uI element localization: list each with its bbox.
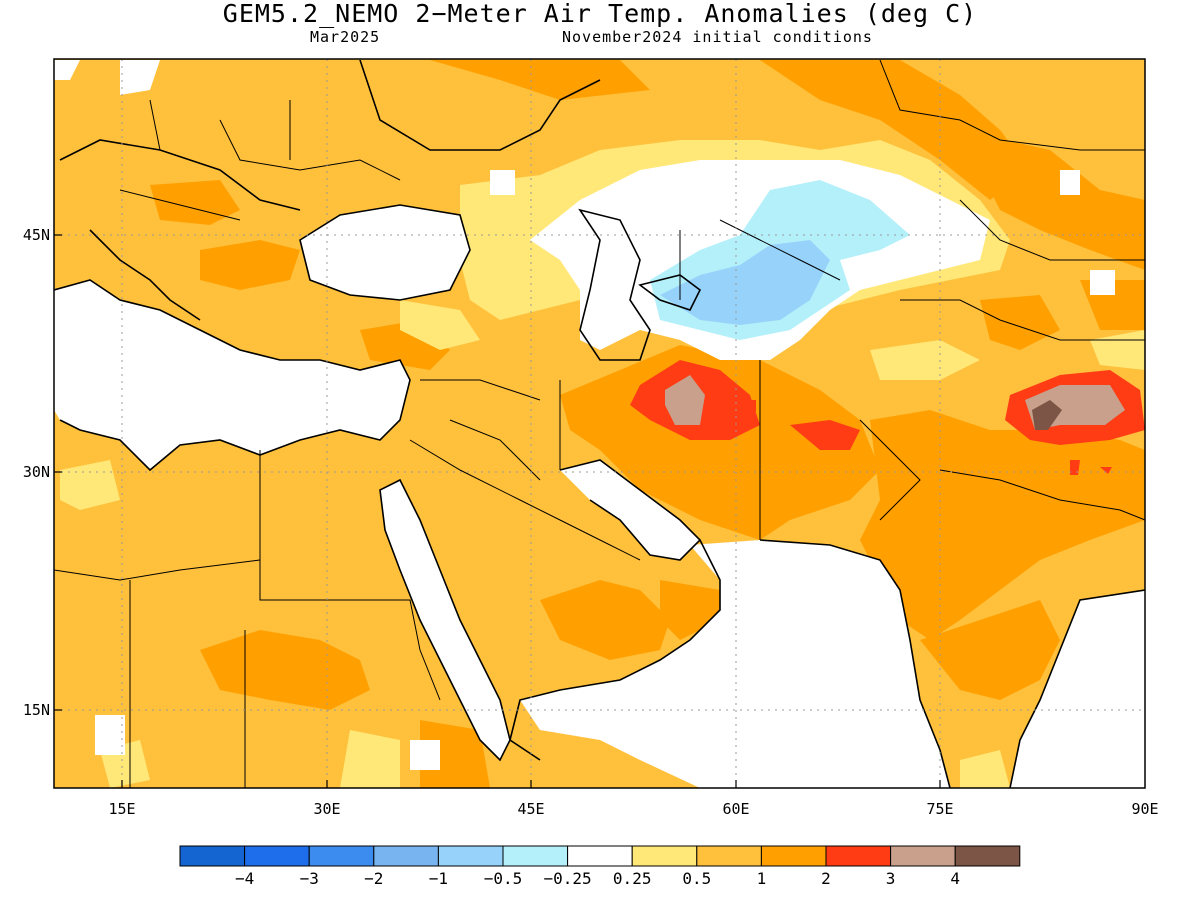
gridlines xyxy=(54,59,1145,788)
colorbar-label: −4 xyxy=(235,869,254,888)
colorbar-label: 0.5 xyxy=(682,869,711,888)
map-frame xyxy=(53,58,1146,789)
colorbar-label: −2 xyxy=(364,869,383,888)
coastlines xyxy=(54,59,1145,788)
colorbar-swatch xyxy=(502,845,569,867)
anomaly-negative-regions xyxy=(650,180,910,340)
colorbar-swatch xyxy=(954,845,1021,867)
map-field xyxy=(54,59,1145,788)
lat-tick-labels: 45N 30N 15N xyxy=(23,226,50,719)
colorbar-label: 1 xyxy=(757,869,767,888)
colorbar-swatch xyxy=(631,845,698,867)
colorbar-swatch xyxy=(567,845,633,867)
colorbar-label: 4 xyxy=(950,869,960,888)
colorbar-label: −0.25 xyxy=(544,869,592,888)
colorbar-swatch xyxy=(373,845,439,867)
colorbar-label: −1 xyxy=(429,869,448,888)
lon-tick-labels: 15E 30E 45E 60E 75E 90E xyxy=(108,800,1158,818)
colorbar-label: −3 xyxy=(300,869,319,888)
colorbar-swatch xyxy=(890,845,956,867)
lat-tick-label: 45N xyxy=(23,226,50,244)
colorbar: −4 −3 −2 −1 −0.5 −0.25 0.25 0.5 1 2 3 4 xyxy=(179,845,1021,888)
colorbar-swatch xyxy=(179,845,246,867)
lat-tick-label: 15N xyxy=(23,701,50,719)
lat-tick-label: 30N xyxy=(23,463,50,481)
colorbar-label: 3 xyxy=(886,869,896,888)
forecast-month: Mar2025 xyxy=(310,28,381,46)
axis-ticks xyxy=(54,234,941,788)
colorbar-label: −0.5 xyxy=(484,869,523,888)
map-title: GEM5.2_NEMO 2−Meter Air Temp. Anomalies … xyxy=(222,0,978,28)
colorbar-swatch xyxy=(244,845,310,867)
colorbar-label: 0.25 xyxy=(613,869,652,888)
anomaly-hot-spots xyxy=(630,360,1145,475)
lon-tick-label: 90E xyxy=(1131,800,1158,818)
colorbar-swatch xyxy=(308,845,375,867)
colorbar-swatch xyxy=(437,845,504,867)
colorbar-label: 2 xyxy=(821,869,831,888)
lon-tick-label: 15E xyxy=(108,800,135,818)
lon-tick-label: 45E xyxy=(517,800,544,818)
initial-conditions: November2024 initial conditions xyxy=(562,28,873,46)
colorbar-swatch xyxy=(760,845,827,867)
country-borders xyxy=(54,59,1145,788)
lon-tick-label: 60E xyxy=(722,800,749,818)
lon-tick-label: 30E xyxy=(313,800,340,818)
colorbar-swatch xyxy=(825,845,892,867)
colorbar-swatch xyxy=(696,845,762,867)
lon-tick-label: 75E xyxy=(926,800,953,818)
